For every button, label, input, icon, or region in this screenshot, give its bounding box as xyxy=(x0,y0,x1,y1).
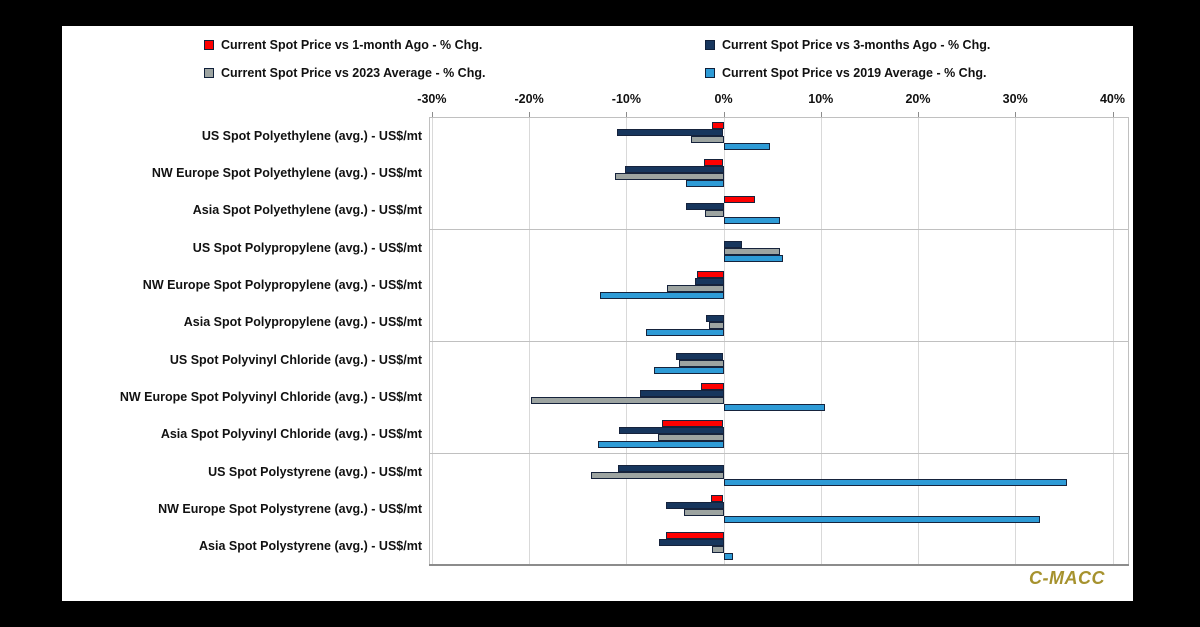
bar-red-row8 xyxy=(701,383,724,390)
chart-card: Current Spot Price vs 1-month Ago - % Ch… xyxy=(62,26,1133,601)
bar-navy-row5 xyxy=(695,278,724,285)
bar-gray-row12 xyxy=(711,546,724,554)
tick-mark-30% xyxy=(1015,112,1017,117)
bar-navy-row7 xyxy=(675,352,724,360)
bar-navy-row3 xyxy=(685,203,724,211)
legend-label-1-month: Current Spot Price vs 1-month Ago - % Ch… xyxy=(221,38,483,52)
bar-blue-row11 xyxy=(723,516,1041,523)
legend-swatch-1-month xyxy=(204,40,214,50)
x-tick-label: -10% xyxy=(611,92,641,106)
bar-navy-row4 xyxy=(723,240,743,248)
bar-blue-row8 xyxy=(723,404,825,411)
plot-border-top xyxy=(429,117,1129,118)
category-label: NW Europe Spot Polystyrene (avg.) - US$/… xyxy=(158,501,422,516)
category-label: Asia Spot Polystyrene (avg.) - US$/mt xyxy=(199,539,422,554)
bar-navy-row10 xyxy=(617,464,724,472)
legend-item-2019-average: Current Spot Price vs 2019 Average - % C… xyxy=(705,65,986,81)
x-tick-label: -30% xyxy=(417,92,447,106)
bar-gray-row4 xyxy=(723,247,780,255)
bar-blue-row5 xyxy=(600,292,724,299)
bar-navy-row2 xyxy=(625,166,724,173)
bar-gray-row1 xyxy=(690,135,724,143)
legend-label-3-months: Current Spot Price vs 3-months Ago - % C… xyxy=(722,38,991,52)
bar-red-row3 xyxy=(723,196,755,204)
tick-mark-40% xyxy=(1112,112,1114,117)
bar-gray-row9 xyxy=(657,434,724,442)
bar-gray-row11 xyxy=(683,509,724,516)
x-axis-tick-labels: -30% -20% -10% 0% 10% 20% 30% 40% xyxy=(417,92,1129,108)
bar-red-row12 xyxy=(666,532,724,540)
x-axis-line xyxy=(429,564,1129,566)
bar-navy-row8 xyxy=(640,390,724,397)
category-label: Asia Spot Polyvinyl Chloride (avg.) - US… xyxy=(160,427,422,442)
bar-gray-row8 xyxy=(531,397,724,404)
category-label: US Spot Polyvinyl Chloride (avg.) - US$/… xyxy=(169,352,422,367)
bar-blue-row4 xyxy=(723,254,783,262)
legend-item-1-month: Current Spot Price vs 1-month Ago - % Ch… xyxy=(204,37,482,53)
bar-navy-row11 xyxy=(666,502,724,509)
category-label: Asia Spot Polypropylene (avg.) - US$/mt xyxy=(183,315,422,330)
x-tick-label: 20% xyxy=(905,92,931,106)
category-label: US Spot Polypropylene (avg.) - US$/mt xyxy=(192,240,422,255)
bar-navy-row12 xyxy=(659,539,724,547)
x-tick-label: 0% xyxy=(714,92,733,106)
bar-red-row9 xyxy=(662,420,724,428)
tick-mark--20% xyxy=(529,112,531,117)
tick-mark-10% xyxy=(820,112,822,117)
group-separator xyxy=(429,453,1129,454)
group-separator xyxy=(429,229,1129,230)
bar-blue-row6 xyxy=(645,329,724,337)
category-label: NW Europe Spot Polyvinyl Chloride (avg.)… xyxy=(119,389,422,404)
plot-area xyxy=(429,112,1129,566)
tick-mark-20% xyxy=(918,112,919,117)
legend-swatch-2023-average xyxy=(204,68,214,78)
bar-blue-row7 xyxy=(653,366,724,374)
x-tick-label: -20% xyxy=(514,92,544,106)
bar-red-row5 xyxy=(697,271,724,278)
category-label: US Spot Polystyrene (avg.) - US$/mt xyxy=(208,464,422,479)
bar-blue-row2 xyxy=(685,180,724,187)
legend-label-2019-average: Current Spot Price vs 2019 Average - % C… xyxy=(722,66,987,80)
legend-item-3-months: Current Spot Price vs 3-months Ago - % C… xyxy=(705,37,990,53)
group-separator xyxy=(429,341,1129,342)
bar-gray-row10 xyxy=(591,471,724,479)
bar-red-row2 xyxy=(704,159,724,166)
legend-swatch-2019-average xyxy=(705,68,715,78)
bar-blue-row12 xyxy=(723,553,734,561)
legend-item-2023-average: Current Spot Price vs 2023 Average - % C… xyxy=(204,65,485,81)
tick-mark--10% xyxy=(626,112,628,117)
bar-gray-row3 xyxy=(705,210,724,218)
category-label: US Spot Polyethylene (avg.) - US$/mt xyxy=(201,128,422,143)
bar-gray-row2 xyxy=(614,173,724,180)
watermark-logo: C-MACC xyxy=(1029,568,1105,588)
bar-red-row11 xyxy=(710,495,724,502)
bar-red-row1 xyxy=(711,121,724,129)
tick-mark--30% xyxy=(431,112,433,117)
bar-navy-row9 xyxy=(618,427,724,435)
bar-gray-row5 xyxy=(667,285,724,292)
category-axis-labels: US Spot Polyethylene (avg.) - US$/mt NW E… xyxy=(84,117,422,565)
x-tick-label: 10% xyxy=(808,92,834,106)
bar-navy-row6 xyxy=(706,315,724,323)
x-tick-label: 30% xyxy=(1002,92,1028,106)
x-tick-label: 40% xyxy=(1099,92,1126,106)
bar-blue-row9 xyxy=(598,441,724,449)
tick-mark-0% xyxy=(723,112,725,117)
bar-blue-row3 xyxy=(723,217,780,225)
legend-swatch-3-months xyxy=(705,40,715,50)
bar-blue-row10 xyxy=(723,478,1067,486)
category-label: Asia Spot Polyethylene (avg.) - US$/mt xyxy=(192,203,422,218)
bar-gray-row7 xyxy=(678,359,724,367)
legend-label-2023-average: Current Spot Price vs 2023 Average - % C… xyxy=(221,66,486,80)
category-label: NW Europe Spot Polyethylene (avg.) - US$… xyxy=(151,165,422,180)
bar-gray-row6 xyxy=(709,322,724,330)
bar-blue-row1 xyxy=(723,142,771,150)
category-label: NW Europe Spot Polypropylene (avg.) - US… xyxy=(142,277,422,292)
bar-navy-row1 xyxy=(616,128,724,136)
